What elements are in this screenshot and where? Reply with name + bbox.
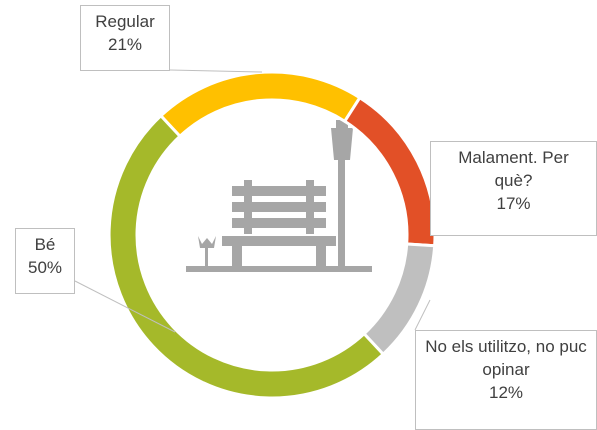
leader-line (414, 299, 431, 331)
label-value: 50% (27, 258, 63, 277)
label-name: Regular (95, 12, 155, 31)
data-label: No els utilitzo, no puc opinar 12% (415, 330, 597, 430)
donut-segment (342, 95, 437, 248)
bench-icon (186, 120, 372, 272)
label-name: Malament. Per què? (458, 148, 569, 190)
data-label: Malament. Per què? 17% (430, 141, 597, 236)
label-name: Bé (34, 235, 56, 254)
leader-line (169, 69, 263, 73)
donut-segment (158, 70, 362, 139)
label-value: 21% (107, 35, 143, 54)
donut-segment (107, 113, 386, 400)
label-value: 17% (496, 194, 531, 213)
data-label: Bé 50% (15, 228, 75, 294)
label-value: 12% (488, 383, 524, 402)
leader-line (74, 280, 176, 333)
label-name: No els utilitzo, no puc opinar (425, 337, 587, 379)
data-label: Regular 21% (80, 5, 170, 71)
